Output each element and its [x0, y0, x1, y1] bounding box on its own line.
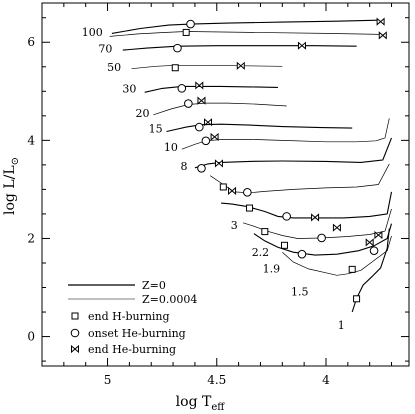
legend: Z=0 Z=0.0004 end H-burning onset He-burn…	[68, 279, 197, 356]
mass-label-8: 8	[180, 160, 187, 173]
end-he-burning-bowtie-icon	[297, 41, 306, 50]
phase-markers	[171, 17, 387, 303]
y-tick-label: 6	[27, 35, 35, 49]
end-he-burning-bowtie-icon	[374, 230, 383, 240]
onset-he-burning-circle-icon	[184, 99, 193, 108]
end-he-burning-bowtie-icon	[236, 61, 245, 70]
y-tick-label: 2	[27, 231, 35, 245]
end-he-burning-bowtie-icon	[71, 344, 79, 354]
track-100	[109, 31, 381, 37]
mass-label-30: 30	[122, 82, 136, 95]
end-he-burning-bowtie-icon	[210, 132, 219, 142]
end-he-burning-bowtie-icon	[311, 213, 320, 222]
track-100	[111, 19, 379, 34]
legend-square-icon	[71, 312, 79, 320]
end-he-burning-bowtie-icon	[195, 81, 204, 90]
onset-he-burning-circle-icon	[317, 233, 326, 243]
y-tick-label: 4	[27, 133, 35, 147]
end-he-burning-bowtie-icon	[376, 17, 385, 26]
end-h-burning-square-icon	[348, 265, 356, 273]
end-h-burning-square-icon	[182, 28, 190, 36]
legend-bowtie-icon	[71, 344, 79, 354]
mass-label-50: 50	[107, 61, 121, 74]
mass-label-1.9: 1.9	[263, 262, 281, 275]
end-h-burning-square-icon	[219, 183, 227, 191]
end-h-burning-square-icon	[280, 241, 288, 249]
y-axis-label: log L/L⊙	[2, 157, 21, 215]
mass-label-3: 3	[231, 219, 238, 232]
mass-label-20: 20	[135, 107, 149, 120]
onset-he-burning-circle-icon	[369, 246, 379, 256]
track-50	[131, 64, 283, 70]
legend-label-onset-he: onset He-burning	[88, 327, 186, 340]
end-h-burning-square-icon	[246, 204, 254, 212]
onset-he-burning-circle-icon	[177, 84, 187, 93]
mass-label-1: 1	[338, 319, 345, 332]
track-8	[194, 137, 393, 169]
track-70	[122, 45, 357, 51]
end-he-burning-bowtie-icon	[332, 223, 341, 232]
x-tick-label: 5	[104, 373, 112, 387]
track-20	[153, 102, 287, 116]
end-h-burning-square-icon	[171, 64, 179, 72]
onset-he-burning-circle-icon	[173, 43, 182, 53]
track-1.9	[253, 223, 393, 256]
end-he-burning-bowtie-icon	[228, 186, 237, 195]
onset-he-burning-circle-icon	[197, 164, 206, 173]
track-30	[144, 85, 278, 93]
legend-label-z0: Z=0	[142, 279, 166, 292]
end-he-burning-bowtie-icon	[197, 96, 206, 105]
mass-label-70: 70	[98, 43, 112, 56]
mass-label-10: 10	[164, 141, 178, 154]
mass-label-100: 100	[82, 26, 103, 39]
end-he-burning-bowtie-icon	[378, 31, 387, 40]
onset-he-burning-circle-icon	[201, 136, 211, 146]
legend-label-end-he: end He-burning	[88, 343, 176, 356]
onset-he-burning-circle-icon	[70, 328, 80, 338]
onset-he-burning-circle-icon	[194, 122, 204, 132]
end-h-burning-square-icon	[261, 228, 269, 236]
x-tick-label: 4	[322, 373, 330, 387]
onset-he-burning-circle-icon	[282, 212, 291, 221]
track-3	[221, 191, 393, 219]
legend-label-z0004: Z=0.0004	[142, 293, 197, 306]
plot-frame	[41, 2, 410, 367]
end-h-burning-square-icon	[353, 295, 361, 303]
axis-ticks: 5 4.5 4 0 2 4 6	[27, 3, 409, 387]
track-1.5	[282, 235, 392, 276]
legend-label-end-h: end H-burning	[88, 310, 170, 323]
x-axis-label: log Teff	[176, 394, 226, 413]
x-tick-label: 4.5	[207, 373, 226, 387]
mass-label-2.2: 2.2	[252, 246, 270, 259]
end-he-burning-bowtie-icon	[204, 118, 213, 127]
mass-label-15: 15	[149, 123, 163, 136]
onset-he-burning-circle-icon	[186, 19, 195, 29]
end-he-burning-bowtie-icon	[214, 159, 223, 168]
track-2.2	[242, 208, 392, 239]
onset-he-burning-circle-icon	[243, 188, 252, 197]
onset-he-burning-circle-icon	[297, 249, 307, 259]
track-10	[181, 118, 390, 150]
y-tick-label: 0	[27, 330, 35, 344]
mass-label-1.5: 1.5	[291, 285, 309, 298]
track-15	[166, 123, 353, 133]
legend-circle-icon	[70, 328, 80, 338]
end-he-burning-bowtie-icon	[365, 238, 374, 247]
end-h-burning-square-icon	[71, 312, 79, 320]
track-5	[210, 163, 390, 194]
